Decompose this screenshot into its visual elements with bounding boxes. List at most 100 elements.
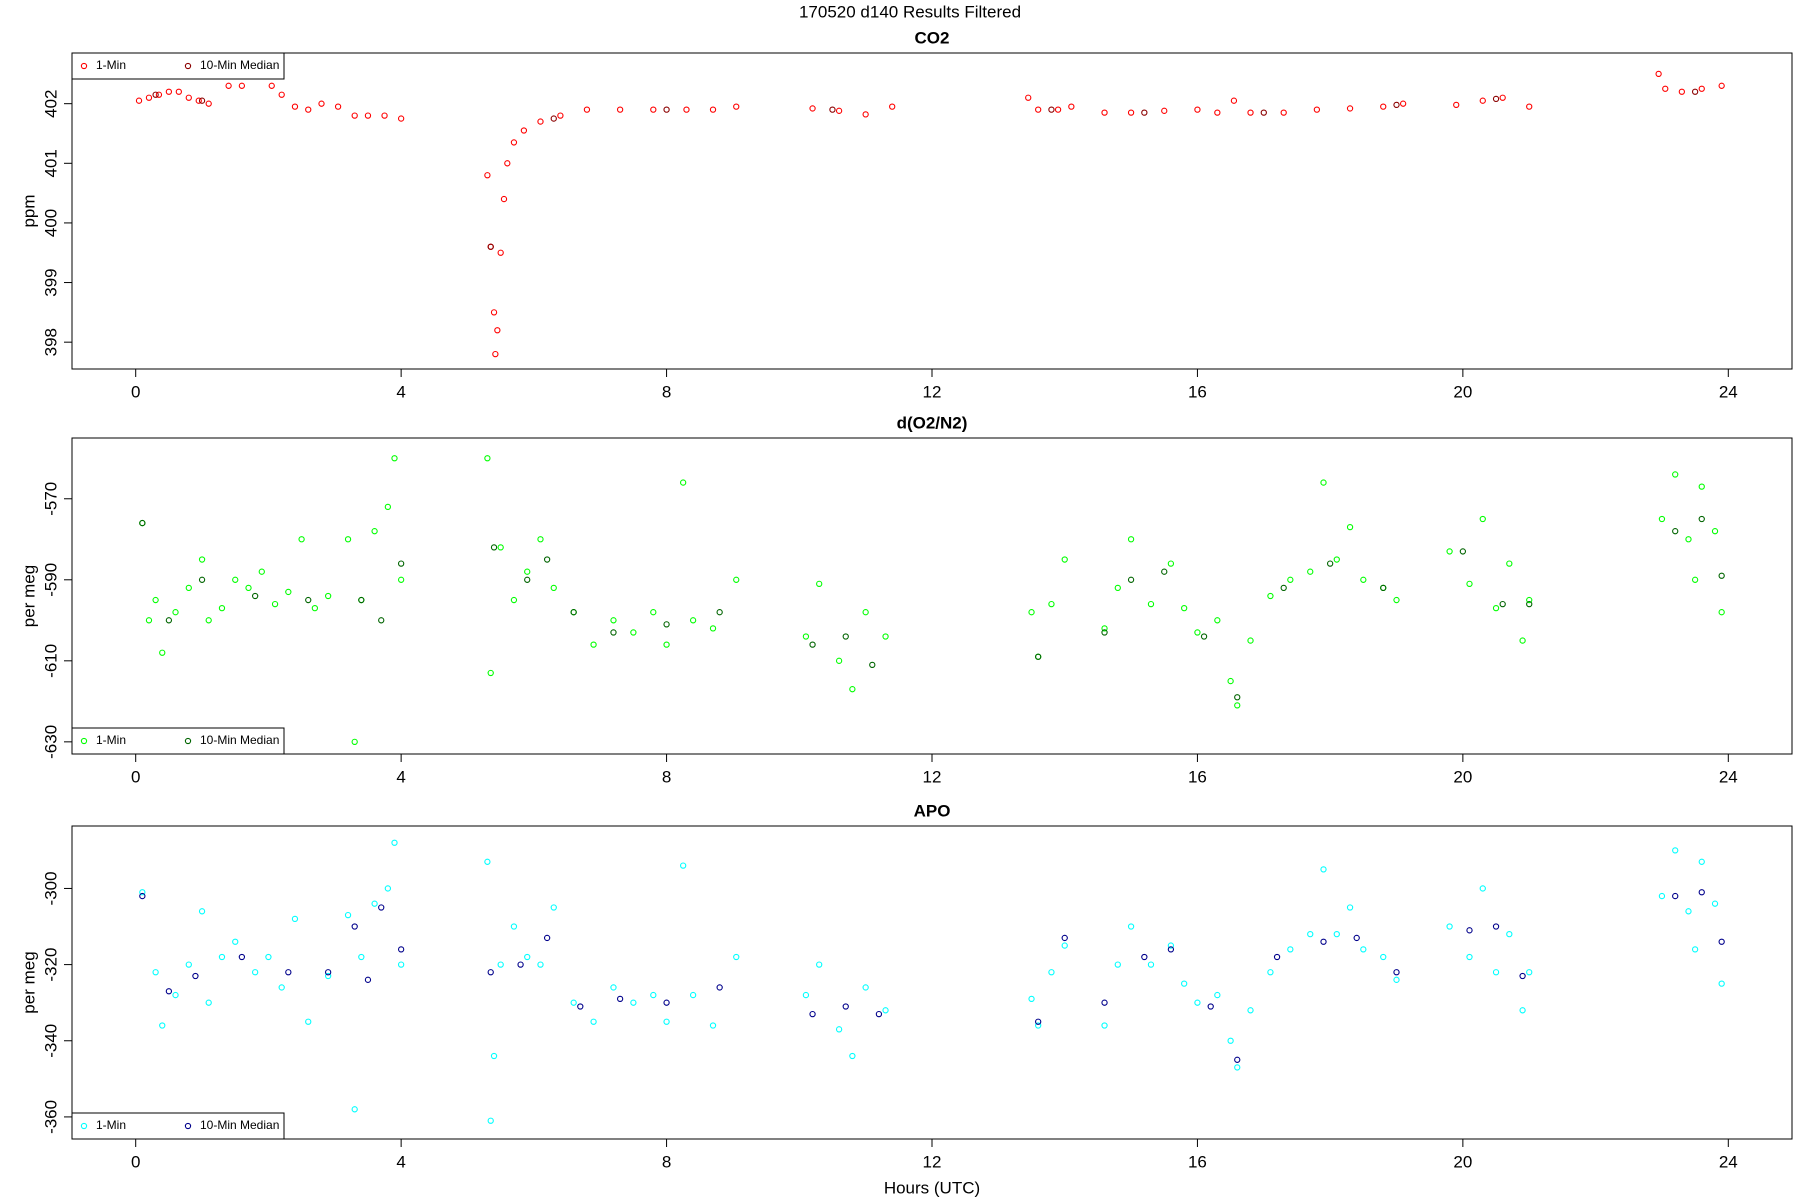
data-point (198, 556, 206, 563)
data-point (324, 972, 332, 980)
data-point (869, 661, 876, 669)
y-axis-label: per meg (19, 951, 38, 1013)
data-point (1346, 904, 1354, 911)
data-point (616, 995, 624, 1003)
data-point (709, 106, 717, 113)
data-point (1227, 677, 1234, 685)
data-point (1658, 515, 1666, 523)
data-point (1127, 923, 1135, 930)
y-tick-label: -570 (41, 482, 60, 516)
data-point (1247, 1007, 1254, 1014)
data-point (384, 503, 392, 511)
x-tick-label: 24 (1719, 1152, 1738, 1171)
data-point (1360, 576, 1367, 583)
y-tick-label: 402 (41, 89, 60, 117)
data-point (198, 97, 206, 104)
data-point (1685, 536, 1692, 543)
data-point (835, 1026, 843, 1033)
data-point (862, 111, 869, 118)
data-point (1307, 568, 1314, 575)
data-point (1672, 892, 1679, 900)
data-point (298, 536, 305, 543)
data-point (1479, 97, 1486, 104)
data-point (258, 568, 265, 575)
data-point (1492, 923, 1500, 930)
data-point (570, 999, 577, 1006)
data-point (1718, 82, 1725, 89)
data-point (1718, 938, 1725, 945)
data-point (285, 969, 292, 976)
data-point (524, 576, 531, 583)
x-tick-label: 12 (923, 1152, 942, 1171)
data-point (1194, 999, 1201, 1006)
data-point (305, 106, 312, 113)
legend-marker (184, 737, 192, 745)
data-point (175, 88, 182, 95)
data-point (1035, 106, 1042, 113)
data-point (577, 1003, 584, 1010)
data-point (809, 641, 816, 648)
data-point (616, 106, 624, 113)
data-point (1326, 560, 1334, 567)
data-point (358, 596, 365, 604)
data-point (1141, 953, 1148, 961)
x-tick-label: 8 (662, 767, 671, 786)
data-point (510, 923, 518, 930)
data-point (1234, 1056, 1241, 1063)
data-point (524, 568, 531, 575)
data-point (218, 605, 226, 612)
data-point (1678, 88, 1685, 95)
data-point (1333, 930, 1340, 938)
data-point (1061, 942, 1068, 949)
legend-label: 10-Min Median (200, 58, 279, 72)
data-point (517, 961, 524, 968)
x-tick-label: 4 (396, 382, 405, 401)
data-point (1061, 556, 1068, 563)
data-point (1526, 969, 1533, 976)
data-point (835, 107, 843, 114)
data-point (550, 115, 557, 122)
data-point (504, 160, 511, 167)
data-point (1320, 479, 1327, 486)
data-point (1353, 934, 1360, 942)
data-point (487, 243, 494, 250)
data-point (650, 609, 657, 616)
data-point (829, 106, 836, 113)
data-point (139, 892, 146, 900)
data-point (139, 889, 146, 896)
data-point (334, 103, 342, 110)
legend-marker (184, 1122, 192, 1130)
data-point (251, 969, 259, 976)
data-point (1181, 605, 1188, 612)
y-tick-label: 401 (41, 149, 60, 177)
data-point (205, 617, 212, 624)
data-point (497, 961, 504, 968)
chart-title: APO (914, 801, 951, 820)
data-point (550, 584, 557, 592)
data-point (733, 576, 740, 583)
data-point (251, 592, 259, 600)
data-point (487, 1117, 494, 1124)
data-point (590, 1018, 597, 1025)
data-point (497, 249, 504, 256)
data-point (1101, 109, 1108, 116)
data-point (152, 91, 159, 98)
data-point (344, 536, 352, 543)
data-point (663, 999, 670, 1006)
data-point (1181, 980, 1188, 987)
data-point (165, 617, 173, 624)
data-point (205, 999, 212, 1006)
x-tick-label: 8 (662, 382, 671, 401)
data-point (1506, 930, 1513, 938)
y-tick-label: 399 (41, 268, 60, 296)
data-point (378, 617, 385, 624)
data-point (487, 969, 494, 976)
data-point (1698, 483, 1705, 490)
x-tick-label: 16 (1188, 1152, 1207, 1171)
data-point (1101, 625, 1108, 632)
data-point (882, 1007, 889, 1014)
data-point (351, 738, 358, 745)
data-point (1658, 892, 1666, 900)
data-point (663, 621, 670, 628)
data-point (1167, 560, 1175, 567)
